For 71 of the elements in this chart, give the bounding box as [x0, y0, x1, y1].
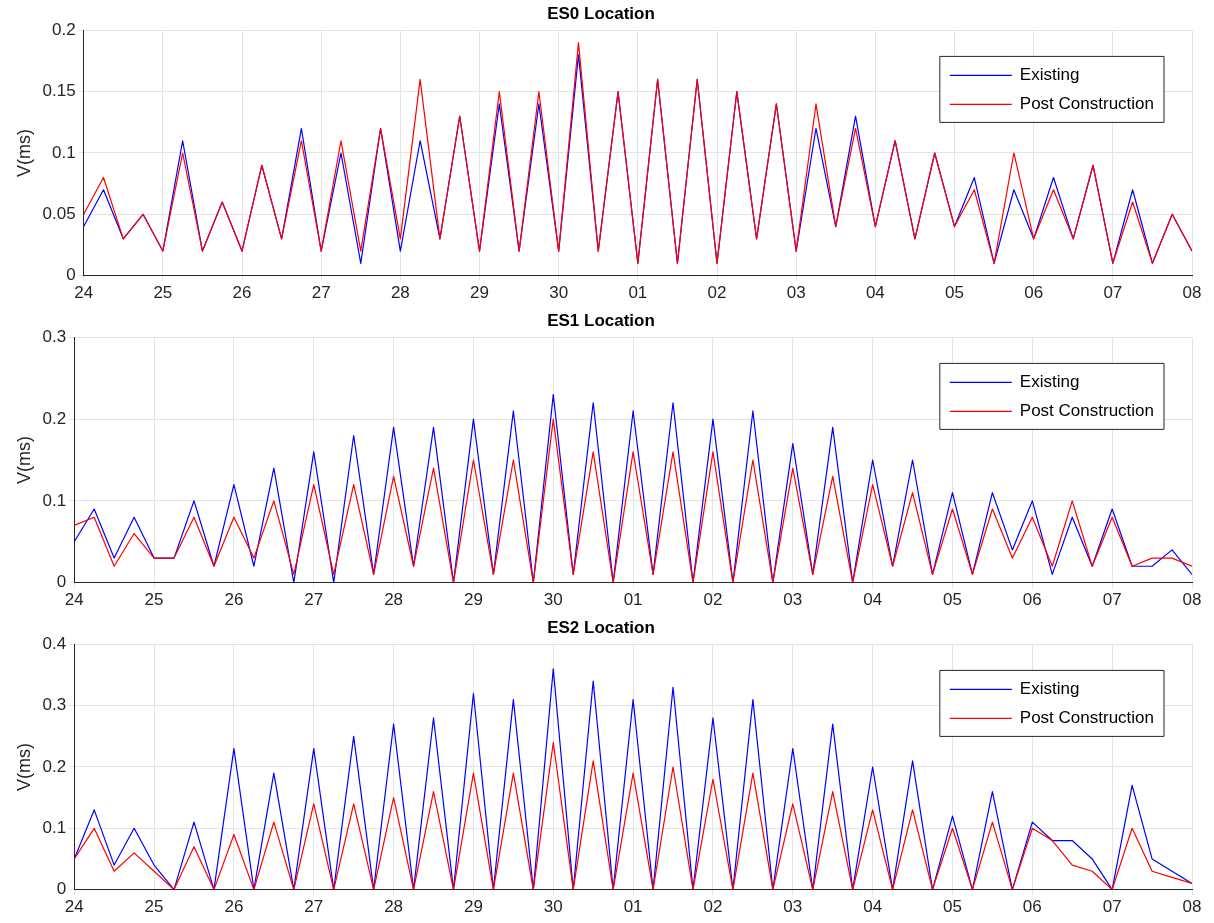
y-tick-label: 0.2 — [42, 756, 67, 776]
x-tick-label: 08 — [1182, 283, 1202, 303]
x-tick-label: 29 — [463, 590, 483, 610]
y-tick-label: 0.3 — [42, 695, 67, 715]
x-tick-label: 05 — [943, 897, 962, 917]
legend-label: Post Construction — [1019, 94, 1155, 114]
x-tick-label: 04 — [863, 897, 883, 917]
x-tick-label: 04 — [865, 283, 885, 303]
x-tick-label: 25 — [144, 897, 164, 917]
x-tick-label: 30 — [549, 283, 569, 303]
x-tick-label: 24 — [64, 590, 84, 610]
x-tick-label: 06 — [1024, 283, 1044, 303]
x-tick-label: 02 — [707, 283, 727, 303]
y-axis-title: V(ms) — [13, 129, 34, 177]
x-tick-label: 30 — [543, 897, 563, 917]
x-tick-label: 05 — [943, 590, 962, 610]
legend-label: Existing — [1019, 679, 1080, 699]
x-tick-label: 29 — [463, 897, 483, 917]
x-tick-label: 26 — [224, 897, 244, 917]
x-tick-label: 27 — [304, 897, 324, 917]
x-tick-label: 24 — [74, 283, 94, 303]
y-axis-title: V(ms) — [13, 743, 34, 791]
x-tick-label: 07 — [1102, 590, 1122, 610]
x-tick-label: 27 — [311, 283, 331, 303]
y-axis-title: V(ms) — [13, 436, 34, 484]
legend-label: Existing — [1019, 372, 1080, 392]
y-tick-label: 0.1 — [52, 142, 76, 162]
x-tick-label: 25 — [144, 590, 164, 610]
legend-label: Post Construction — [1019, 401, 1155, 421]
x-tick-label: 28 — [390, 283, 410, 303]
chart-title: ES1 Location — [547, 310, 655, 330]
y-tick-label: 0.3 — [42, 327, 67, 347]
x-tick-label: 26 — [224, 590, 244, 610]
chart-title: ES2 Location — [547, 617, 655, 637]
x-tick-label: 03 — [783, 590, 803, 610]
x-tick-label: 30 — [543, 590, 563, 610]
legend-label: Existing — [1019, 65, 1080, 85]
y-tick-label: 0 — [56, 879, 67, 899]
x-tick-label: 24 — [64, 897, 84, 917]
x-tick-label: 06 — [1022, 590, 1042, 610]
x-tick-label: 01 — [623, 897, 643, 917]
x-tick-label: 08 — [1182, 897, 1202, 917]
x-tick-label: 04 — [863, 590, 883, 610]
x-tick-label: 25 — [153, 283, 173, 303]
y-tick-label: 0.2 — [42, 408, 67, 428]
chart-title: ES0 Location — [547, 3, 655, 23]
legend-label: Post Construction — [1019, 708, 1155, 728]
y-tick-label: 0 — [66, 265, 76, 285]
y-tick-label: 0.4 — [42, 634, 67, 654]
x-tick-label: 07 — [1103, 283, 1123, 303]
x-tick-label: 26 — [232, 283, 252, 303]
y-tick-label: 0.2 — [52, 20, 76, 40]
x-tick-label: 03 — [786, 283, 806, 303]
x-tick-label: 07 — [1102, 897, 1122, 917]
x-tick-label: 02 — [703, 897, 723, 917]
y-tick-label: 0.15 — [42, 81, 76, 101]
y-tick-label: 0.1 — [42, 817, 67, 837]
x-tick-label: 29 — [470, 283, 489, 303]
x-tick-label: 01 — [628, 283, 648, 303]
y-tick-label: 0 — [56, 572, 67, 592]
y-tick-label: 0.05 — [42, 203, 76, 223]
x-tick-label: 27 — [304, 590, 324, 610]
y-tick-label: 0.1 — [42, 490, 67, 510]
x-tick-label: 06 — [1022, 897, 1042, 917]
x-tick-label: 28 — [384, 590, 404, 610]
x-tick-label: 03 — [783, 897, 803, 917]
x-tick-label: 01 — [623, 590, 643, 610]
x-tick-label: 05 — [945, 283, 964, 303]
x-tick-label: 08 — [1182, 590, 1202, 610]
x-tick-label: 02 — [703, 590, 723, 610]
x-tick-label: 28 — [384, 897, 404, 917]
